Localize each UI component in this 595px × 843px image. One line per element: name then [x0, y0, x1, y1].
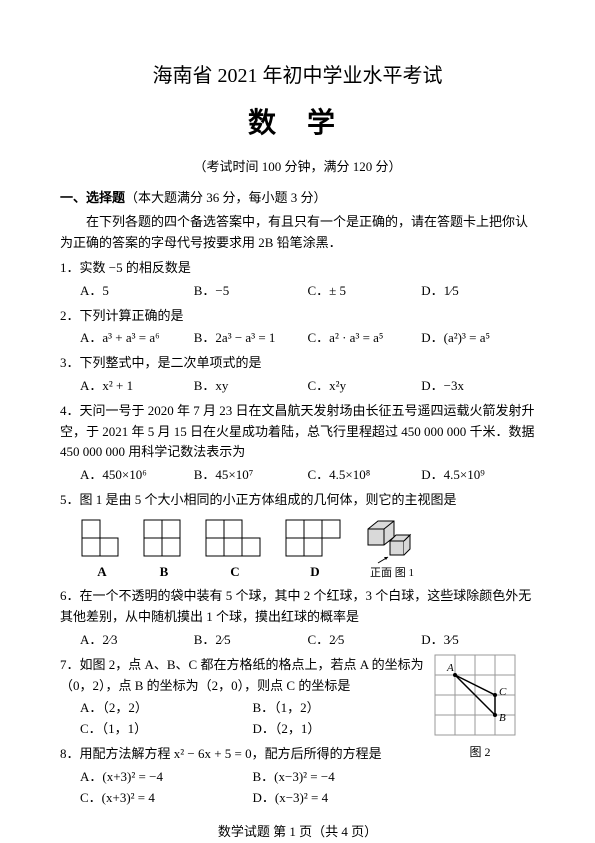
- q4-text: 4．天问一号于 2020 年 7 月 23 日在文昌航天发射场由长征五号遥四运载…: [60, 401, 535, 463]
- q2-text: 2．下列计算正确的是: [60, 306, 535, 327]
- subject-title: 数 学: [60, 102, 535, 147]
- q8-text: 8．用配方法解方程 x² − 6x + 5 = 0，配方后所得的方程是: [60, 744, 425, 765]
- q4-options: A．450×10⁶ B．45×10⁷ C．4.5×10⁸ D．4.5×10⁹: [80, 465, 535, 486]
- q6-optC: C．2⁄5: [308, 630, 422, 651]
- q7-optB: B．（1，2）: [253, 698, 426, 719]
- q7-text: 7．如图 2，点 A、B、C 都在方格纸的格点上，若点 A 的坐标为（0，2），…: [60, 655, 425, 697]
- q5-figures: A B C D 正面 图 1: [80, 515, 535, 583]
- q5-figD: D: [284, 518, 346, 583]
- q5-figC: C: [204, 518, 266, 583]
- q5-labelB: B: [142, 562, 186, 583]
- q5-text: 5．图 1 是由 5 个大小相同的小正方体组成的几何体，则它的主视图是: [60, 490, 535, 511]
- q6-optB: B．2⁄5: [194, 630, 308, 651]
- q8-optA: A．(x+3)² = −4: [80, 767, 253, 788]
- exam-title: 海南省 2021 年初中学业水平考试: [60, 60, 535, 92]
- cube-icon: [364, 515, 420, 565]
- q1-optC: C．± 5: [308, 281, 422, 302]
- q3-optB: B．xy: [194, 376, 308, 397]
- q1-optA: A．5: [80, 281, 194, 302]
- q5-labelA: A: [80, 562, 124, 583]
- q8-optD: D．(x−3)² = 4: [253, 788, 426, 809]
- q7-optD: D．（2，1）: [253, 719, 426, 740]
- q2-optB: B．2a³ − a³ = 1: [194, 328, 308, 349]
- shape-b-icon: [142, 518, 186, 562]
- q6-optD: D．3⁄5: [421, 630, 535, 651]
- q2-optD: D．(a²)³ = a⁵: [421, 328, 535, 349]
- q7-optC: C．（1，1）: [80, 719, 253, 740]
- q6-optA: A．2⁄3: [80, 630, 194, 651]
- q8-optB: B．(x−3)² = −4: [253, 767, 426, 788]
- q5-figB: B: [142, 518, 186, 583]
- q5-figA: A: [80, 518, 124, 583]
- q4-optB: B．45×10⁷: [194, 465, 308, 486]
- q7-options: A．（2，2） B．（1，2） C．（1，1） D．（2，1）: [80, 698, 425, 740]
- q3-optA: A．x² + 1: [80, 376, 194, 397]
- shape-a-icon: [80, 518, 124, 562]
- q8-optC: C．(x+3)² = 4: [80, 788, 253, 809]
- figure-2-label: 图 2: [425, 743, 535, 762]
- svg-text:A: A: [446, 662, 454, 674]
- q1-optD: D．1⁄5: [421, 281, 535, 302]
- q1-options: A．5 B．−5 C．± 5 D．1⁄5: [80, 281, 535, 302]
- q5-fig3d: 正面 图 1: [364, 515, 420, 583]
- q8-options: A．(x+3)² = −4 B．(x−3)² = −4 C．(x+3)² = 4…: [80, 767, 425, 809]
- q3-text: 3．下列整式中，是二次单项式的是: [60, 353, 535, 374]
- svg-text:B: B: [499, 712, 506, 724]
- q1-optB: B．−5: [194, 281, 308, 302]
- section1-heading: 一、选择题（本大题满分 36 分，每小题 3 分）: [60, 188, 535, 209]
- q6-options: A．2⁄3 B．2⁄5 C．2⁄5 D．3⁄5: [80, 630, 535, 651]
- page-footer: 数学试题 第 1 页（共 4 页）: [60, 822, 535, 843]
- duration-line: （考试时间 100 分钟，满分 120 分）: [60, 157, 535, 178]
- q4-optA: A．450×10⁶: [80, 465, 194, 486]
- shape-d-icon: [284, 518, 346, 562]
- q5-fig-label: 正面 图 1: [364, 565, 420, 583]
- q4-optD: D．4.5×10⁹: [421, 465, 535, 486]
- section1-points: （本大题满分 36 分，每小题 3 分）: [125, 190, 327, 205]
- q5-labelC: C: [204, 562, 266, 583]
- q1-text: 1．实数 −5 的相反数是: [60, 258, 535, 279]
- q2-options: A．a³ + a³ = a⁶ B．2a³ − a³ = 1 C．a² · a³ …: [80, 328, 535, 349]
- q4-optC: C．4.5×10⁸: [308, 465, 422, 486]
- figure-2: A B C 图 2: [425, 651, 535, 809]
- shape-c-icon: [204, 518, 266, 562]
- q2-optA: A．a³ + a³ = a⁶: [80, 328, 194, 349]
- section1-intro: 在下列各题的四个备选答案中，有且只有一个是正确的，请在答题卡上把你认为正确的答案…: [60, 212, 535, 254]
- q2-optC: C．a² · a³ = a⁵: [308, 328, 422, 349]
- svg-text:C: C: [499, 686, 507, 698]
- q3-options: A．x² + 1 B．xy C．x²y D．−3x: [80, 376, 535, 397]
- q5-labelD: D: [284, 562, 346, 583]
- q3-optD: D．−3x: [421, 376, 535, 397]
- q6-text: 6．在一个不透明的袋中装有 5 个球，其中 2 个红球，3 个白球，这些球除颜色…: [60, 586, 535, 628]
- section1-label: 一、选择题: [60, 190, 125, 205]
- grid-figure-icon: A B C: [425, 651, 525, 743]
- q7-optA: A．（2，2）: [80, 698, 253, 719]
- q3-optC: C．x²y: [308, 376, 422, 397]
